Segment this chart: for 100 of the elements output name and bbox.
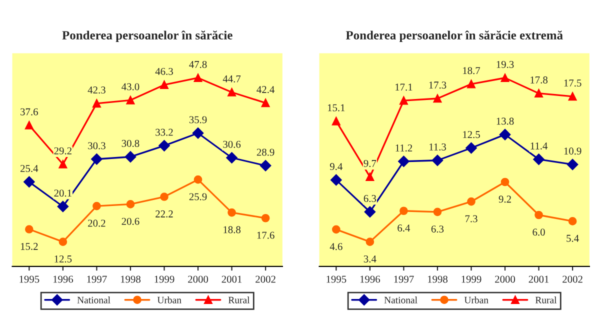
point: [534, 210, 543, 220]
data-label: 10.9: [564, 148, 582, 155]
data-label: 7.3: [465, 215, 478, 222]
x-tick-label: 1996: [360, 276, 380, 283]
data-label: 43.0: [122, 83, 140, 90]
data-label: 22.2: [156, 210, 173, 218]
data-label: 18.7: [463, 67, 480, 74]
data-label: 25.4: [20, 165, 38, 172]
x-tick-label: 1998: [428, 276, 448, 283]
point: [126, 200, 135, 208]
x-tick-label: 1995: [326, 276, 346, 283]
data-label: 17.6: [257, 232, 274, 239]
x-tick-label: 2001: [222, 276, 242, 283]
data-label: 11.4: [530, 142, 548, 150]
point: [433, 208, 442, 216]
point: [228, 208, 236, 217]
data-label: 42.3: [88, 86, 106, 94]
data-label: 42.4: [256, 86, 275, 94]
data-label: 17.3: [429, 82, 446, 89]
point: [194, 74, 202, 82]
data-label: 6.3: [364, 195, 376, 202]
legend-label: Rural: [228, 296, 250, 304]
point: [398, 156, 410, 167]
point: [568, 217, 577, 226]
x-tick-label: 2000: [495, 276, 516, 283]
point: [57, 200, 69, 212]
point: [566, 158, 578, 170]
data-label: 11.2: [396, 144, 412, 152]
x-tick-label: 2001: [528, 276, 549, 283]
x-tick-label: 2002: [256, 276, 276, 283]
data-label: 28.9: [256, 148, 274, 156]
point: [366, 238, 374, 246]
legend-label: National: [77, 296, 110, 304]
point: [466, 142, 477, 154]
point: [91, 154, 102, 165]
point: [366, 172, 374, 182]
data-label: 3.4: [364, 255, 376, 263]
point: [25, 121, 34, 130]
point: [500, 74, 510, 82]
point: [25, 225, 34, 234]
point: [92, 99, 101, 108]
data-label: 25.9: [189, 193, 207, 200]
point: [192, 128, 204, 139]
data-label: 6.3: [431, 226, 444, 233]
chart-title: Ponderea persoanelor în sărăcie: [62, 30, 232, 42]
point: [467, 80, 476, 88]
data-label: 5.4: [566, 234, 579, 242]
legend-label: Urban: [464, 296, 488, 304]
point: [24, 176, 35, 188]
point: [499, 128, 511, 140]
point: [534, 89, 543, 98]
point: [332, 225, 340, 234]
data-label: 6.0: [532, 228, 545, 236]
data-label: 9.7: [364, 160, 376, 168]
point: [160, 192, 168, 201]
data-label: 13.8: [496, 118, 514, 125]
point: [126, 96, 135, 104]
point: [226, 152, 238, 164]
point: [261, 98, 270, 108]
x-tick-label: 1997: [394, 276, 414, 283]
data-label: 30.8: [122, 140, 140, 147]
data-label: 15.2: [20, 242, 38, 250]
point: [433, 94, 442, 103]
data-label: 17.1: [396, 84, 412, 91]
legend-label: Rural: [535, 296, 557, 304]
chart-title: Ponderea persoanelor în sărăcie extremă: [346, 30, 563, 42]
x-tick-label: 2000: [188, 276, 208, 283]
point: [332, 117, 340, 126]
x-tick-label: 1999: [462, 276, 482, 283]
point: [124, 151, 136, 162]
x-tick-label: 1999: [154, 276, 174, 283]
x-tick-label: 1997: [87, 276, 107, 283]
data-label: 33.2: [156, 128, 173, 136]
data-label: 35.9: [189, 116, 207, 124]
point: [533, 154, 544, 165]
point: [158, 140, 170, 152]
data-label: 20.2: [88, 220, 106, 227]
data-label: 44.7: [222, 75, 241, 82]
data-label: 30.3: [88, 142, 106, 150]
point: [160, 80, 168, 90]
x-tick-label: 1995: [20, 276, 40, 283]
point: [467, 197, 476, 206]
x-tick-label: 1996: [53, 276, 74, 283]
data-label: 46.3: [155, 68, 173, 75]
data-label: 17.8: [530, 76, 548, 84]
point: [364, 206, 376, 218]
legend-label: National: [384, 296, 418, 304]
point: [58, 160, 68, 168]
point: [400, 206, 408, 216]
legend-label: Urban: [157, 296, 182, 304]
data-label: 29.2: [54, 147, 72, 154]
data-label: 20.6: [122, 218, 140, 225]
data-label: 47.8: [189, 60, 207, 68]
point: [228, 88, 236, 96]
data-label: 4.6: [330, 243, 342, 250]
data-label: 30.6: [223, 140, 241, 148]
point: [92, 202, 101, 210]
point: [568, 92, 577, 101]
x-tick-label: 2002: [562, 276, 582, 283]
x-tick-label: 1998: [120, 276, 140, 283]
